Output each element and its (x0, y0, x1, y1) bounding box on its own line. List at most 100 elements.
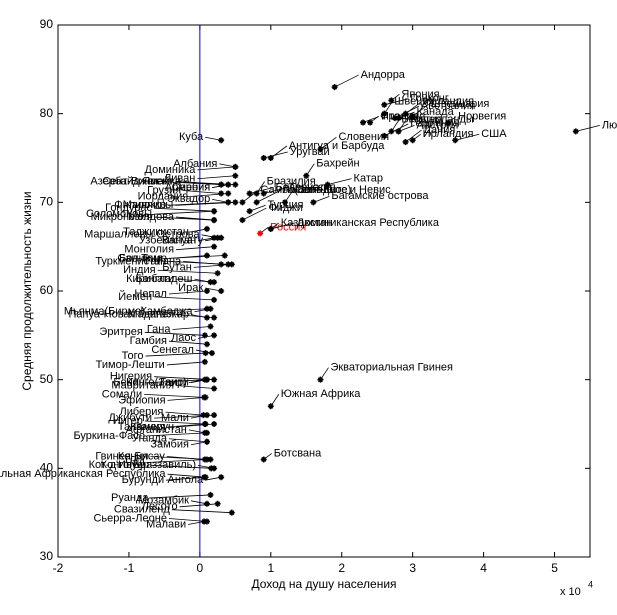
point-label: Сент-Китс и Невис (295, 184, 391, 196)
point (218, 181, 225, 188)
point (267, 403, 274, 410)
point-label: Доминиканская Республика (297, 217, 440, 229)
point (211, 243, 218, 250)
point-label: Лесото (142, 501, 178, 513)
point (207, 323, 214, 330)
point-label: Кот-д'Ивуар (89, 459, 150, 471)
leader-line (313, 195, 330, 203)
point (257, 230, 264, 237)
point (331, 84, 338, 91)
point-label: Южная Африка (281, 388, 362, 400)
point (211, 376, 218, 383)
leader-line (146, 432, 207, 437)
point-label: Сербия (172, 182, 211, 194)
point-label: Камерун (130, 421, 174, 433)
leader-line (327, 178, 352, 185)
point (324, 181, 331, 188)
point-label: Тимор-Лешти (96, 359, 165, 371)
point (202, 474, 209, 481)
point (214, 500, 221, 507)
point-label: США (481, 128, 507, 140)
point (381, 132, 388, 139)
point-label: Бутан (162, 261, 192, 273)
point (201, 358, 208, 365)
point (202, 350, 209, 357)
point-label: Мадагаскар (128, 309, 189, 321)
point-label: Бельгия (401, 113, 442, 125)
point (214, 234, 221, 241)
point (203, 518, 210, 525)
point-label: Гренада (290, 181, 333, 193)
point (409, 113, 416, 120)
point (228, 509, 235, 516)
point (317, 376, 324, 383)
y-tick-label: 50 (40, 372, 54, 386)
point (232, 181, 239, 188)
point (214, 270, 221, 277)
point (207, 491, 214, 498)
point (572, 128, 579, 135)
point (317, 146, 324, 153)
point-label: Уругвай (290, 146, 330, 158)
leader-line (166, 476, 205, 481)
leader-line (145, 352, 206, 357)
y-tick-label: 40 (40, 461, 54, 475)
point (207, 456, 214, 463)
leader-line (190, 193, 229, 197)
point-label: Япония (401, 88, 439, 100)
leader-line (197, 175, 236, 180)
leader-line (256, 189, 281, 203)
y-tick-label: 30 (40, 549, 54, 563)
point (395, 115, 402, 122)
point-label: Нидерланды (408, 113, 473, 125)
leader-line (150, 494, 211, 499)
point-label: Чад (125, 456, 145, 468)
point (260, 190, 267, 197)
point-label: Монголия (124, 244, 174, 256)
x-tick-label: -1 (124, 561, 135, 575)
point (391, 115, 398, 122)
leader-line (320, 136, 337, 150)
point-label: Сан-Томе (117, 252, 167, 264)
point-label: Узбекистан (139, 235, 196, 247)
point-label: Молдова (128, 211, 175, 223)
point-label: Нигер (113, 415, 143, 427)
point-label: Катар (354, 173, 383, 185)
point-label: Центральная Африканская Республика (0, 468, 166, 480)
point-label: Мозамбик (138, 495, 189, 507)
point (409, 137, 416, 144)
point-label: Швеция (394, 96, 434, 108)
point (207, 279, 214, 286)
leader-line (183, 261, 222, 265)
leader-line (154, 207, 215, 212)
leader-line (168, 340, 207, 345)
y-tick-label: 80 (40, 106, 54, 120)
leader-line (249, 204, 266, 212)
point-label: Вануату (162, 235, 204, 247)
point-label: Италия (381, 110, 419, 122)
point (232, 163, 239, 170)
point-label: Канада (416, 106, 454, 118)
leader-line (167, 423, 206, 428)
point-label: Нигерия (110, 371, 152, 383)
leader-line (270, 145, 288, 159)
leader-line (197, 166, 236, 171)
point (267, 155, 274, 161)
point (203, 305, 210, 312)
point (395, 128, 402, 135)
x-tick-label: 4 (480, 561, 487, 575)
point (402, 139, 409, 146)
x-tick-label: -2 (53, 561, 64, 575)
leader-line (575, 125, 600, 132)
point-label: Марокко (123, 199, 167, 211)
point (211, 412, 218, 419)
point-label: Багамские острова (331, 190, 429, 202)
point (253, 190, 260, 197)
leader-line (242, 207, 267, 221)
point-label: Доминика (145, 164, 197, 176)
point (388, 97, 395, 104)
point (218, 234, 225, 241)
leader-line (168, 518, 207, 522)
point (211, 332, 218, 339)
